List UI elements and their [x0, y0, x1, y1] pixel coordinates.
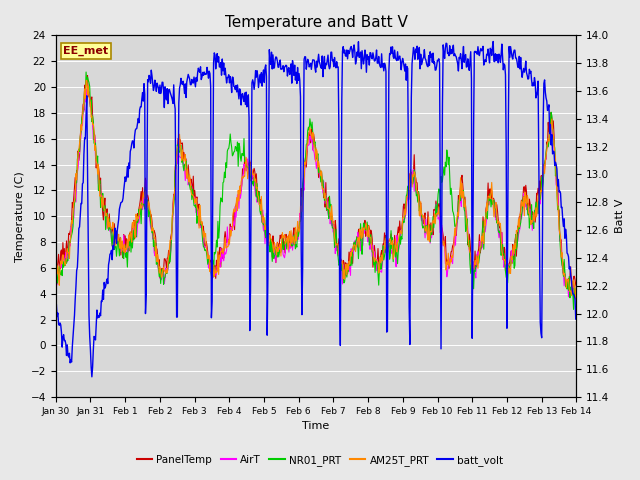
Legend: PanelTemp, AirT, NR01_PRT, AM25T_PRT, batt_volt: PanelTemp, AirT, NR01_PRT, AM25T_PRT, ba…	[132, 451, 508, 470]
X-axis label: Time: Time	[303, 421, 330, 432]
Title: Temperature and Batt V: Temperature and Batt V	[225, 15, 408, 30]
Y-axis label: Temperature (C): Temperature (C)	[15, 171, 25, 262]
Text: EE_met: EE_met	[63, 46, 109, 57]
Y-axis label: Batt V: Batt V	[615, 199, 625, 233]
